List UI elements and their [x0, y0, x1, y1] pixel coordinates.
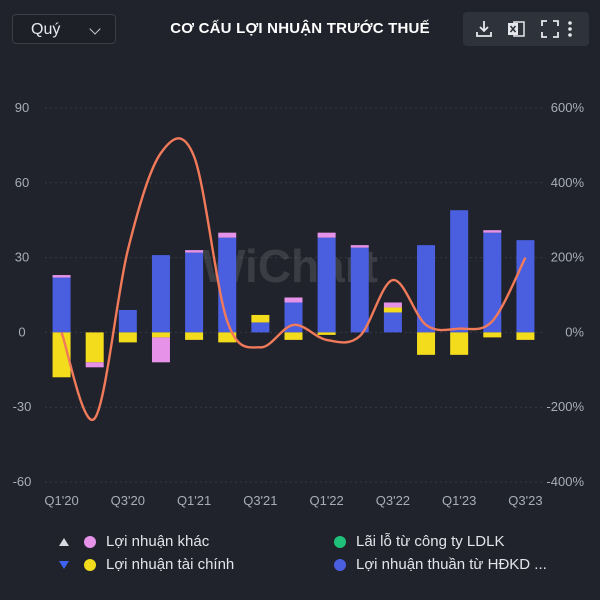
x-tick-label: Q1'20 [44, 493, 78, 508]
y-right-tick-label: 0% [565, 324, 584, 339]
y-left-tick-label: -30 [13, 399, 32, 414]
bar-segment [383, 312, 402, 333]
legend-dot [334, 536, 346, 548]
bar-segment [218, 232, 237, 238]
bar-segment [516, 240, 535, 333]
ratio-line [60, 137, 527, 422]
y-right-tick-label: -200% [546, 399, 584, 414]
legend-dot [84, 536, 96, 548]
fullscreen-icon[interactable] [539, 18, 561, 40]
triangle-up-icon [59, 538, 69, 546]
y-left-tick-label: -60 [13, 474, 32, 489]
legend-dot [334, 559, 346, 571]
bar-segment [317, 237, 336, 333]
bar-segment [284, 297, 303, 303]
bar-segment [284, 332, 303, 340]
y-right-tick-label: -400% [546, 474, 584, 489]
bar-segment [483, 230, 502, 233]
legend-label: Lợi nhuận tài chính [106, 556, 235, 573]
y-right-tick-label: 600% [551, 100, 585, 115]
bar-segment [350, 245, 369, 248]
bar-segment [383, 302, 402, 308]
legend-label: Lợi nhuận khác [106, 533, 210, 550]
bar-segment [450, 210, 469, 333]
more-vertical-icon[interactable] [563, 18, 577, 40]
chart-toolbar [463, 12, 589, 46]
bar-segment [118, 332, 137, 343]
bar-segment [185, 250, 204, 253]
y-right-tick-label: 200% [551, 250, 585, 265]
bar-segment [417, 245, 436, 333]
bar-segment [118, 309, 137, 333]
x-tick-label: Q3'20 [111, 493, 145, 508]
bar-segment [251, 322, 270, 333]
x-tick-label: Q3'23 [508, 493, 542, 508]
x-tick-label: Q1'21 [177, 493, 211, 508]
y-left-tick-label: 0 [18, 324, 25, 339]
bar-segment [218, 332, 237, 343]
legend-label: Lãi lỗ từ công ty LDLK [356, 533, 505, 550]
bar-segment [185, 252, 204, 333]
bar-segment [450, 332, 469, 355]
x-tick-label: Q1'22 [309, 493, 343, 508]
bar-segment [185, 332, 204, 340]
bar-segment [350, 247, 369, 333]
download-icon[interactable] [473, 18, 495, 40]
bar-segment [483, 232, 502, 333]
bar-segment [52, 277, 71, 333]
bar-segment [516, 332, 535, 340]
bar-segment [483, 332, 502, 338]
bar-segment [417, 332, 436, 355]
chart-title: CƠ CẤU LỢI NHUẬN TRƯỚC THUẾ [170, 20, 430, 37]
triangle-down-icon [59, 561, 69, 569]
x-tick-label: Q3'21 [243, 493, 277, 508]
period-select[interactable]: Quý [12, 14, 116, 44]
excel-icon[interactable] [505, 18, 527, 40]
x-tick-label: Q1'23 [442, 493, 476, 508]
bar-segment [151, 255, 170, 333]
legend-label: Lợi nhuận thuần từ HĐKD ... [356, 556, 547, 573]
bar-segment [151, 337, 170, 363]
y-left-tick-label: 60 [15, 175, 29, 190]
bar-segment [317, 232, 336, 238]
bar-segment [151, 332, 170, 338]
x-tick-label: Q3'22 [376, 493, 410, 508]
bar-segment [85, 362, 104, 368]
y-left-tick-label: 90 [15, 100, 29, 115]
y-left-tick-label: 30 [15, 250, 29, 265]
legend-dot [84, 559, 96, 571]
y-right-tick-label: 400% [551, 175, 585, 190]
period-select-value: Quý [31, 21, 61, 38]
bar-segment [52, 275, 71, 278]
bar-segment [85, 332, 104, 363]
bar-segment [383, 307, 402, 313]
bar-segment [317, 332, 336, 335]
bar-segment [251, 314, 270, 323]
